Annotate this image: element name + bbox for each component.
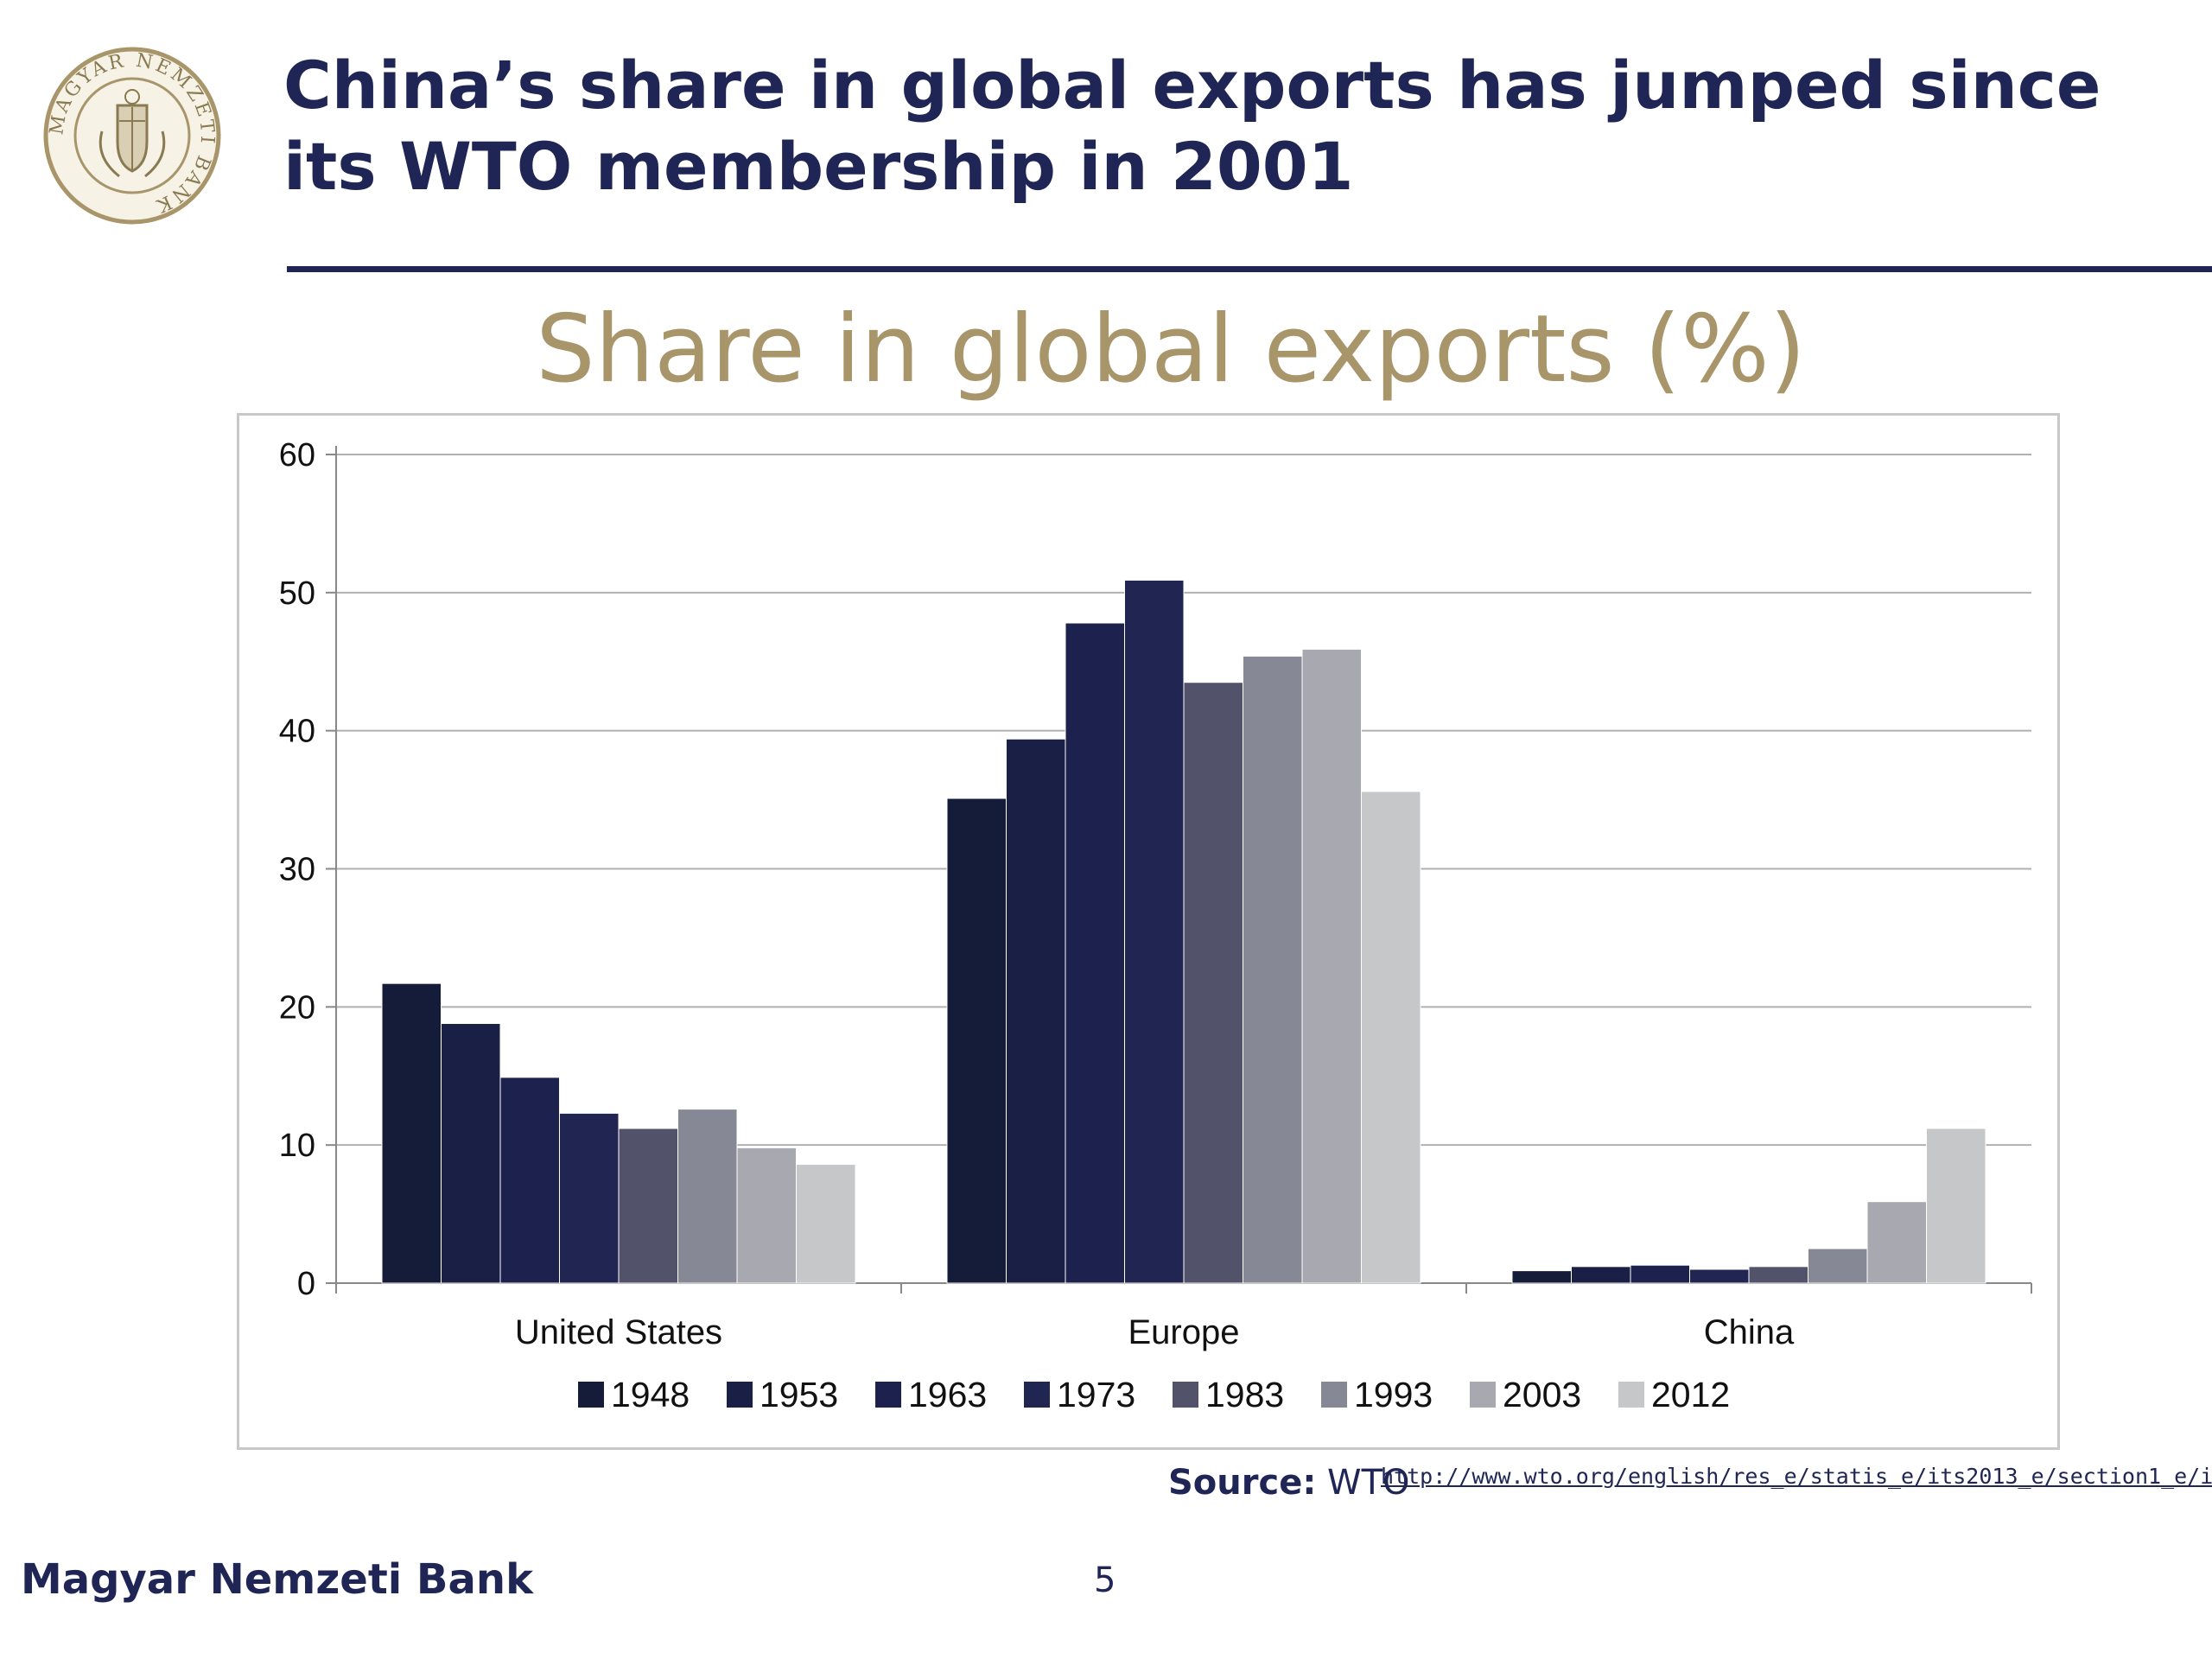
legend-swatch: [1024, 1382, 1050, 1408]
legend-swatch: [727, 1382, 753, 1408]
bar-1983-united-states: [618, 1128, 678, 1284]
legend-label: 1963: [908, 1375, 987, 1414]
bar-2012-united-states: [796, 1164, 856, 1284]
x-category-label: Europe: [1128, 1313, 1240, 1351]
bar-chart: 0 10 20 30 40 50 60 United States Europe China 194…: [279, 437, 2032, 1414]
legend-label: 2003: [1503, 1375, 1581, 1414]
bar-1963-china: [1630, 1264, 1690, 1284]
bar-1948-europe: [946, 798, 1007, 1284]
legend-swatch: [1618, 1382, 1644, 1408]
legend-label: 1953: [760, 1375, 838, 1414]
page-number: 5: [1094, 1560, 1116, 1600]
source-link[interactable]: http://www.wto.org/english/res_e/statis_…: [1381, 1464, 2212, 1489]
legend-swatch: [1173, 1382, 1198, 1408]
bar-1993-europe: [1243, 655, 1303, 1284]
legend-swatch: [1470, 1382, 1496, 1408]
bar-2003-europe: [1301, 648, 1362, 1284]
legend-label: 2012: [1651, 1375, 1730, 1414]
bar-1963-united-states: [499, 1077, 560, 1284]
bar-1993-united-states: [677, 1109, 738, 1284]
legend-swatch: [578, 1382, 604, 1408]
bank-logo: MAGYAR NEMZETI BANK: [41, 45, 223, 226]
title-divider: [287, 266, 2212, 272]
footer-bank-name: Magyar Nemzeti Bank: [21, 1555, 533, 1604]
source-name: WTO: [1327, 1463, 1410, 1503]
bar-1973-europe: [1124, 579, 1185, 1284]
bank-seal-icon: MAGYAR NEMZETI BANK: [43, 47, 221, 225]
bar-2003-united-states: [736, 1147, 797, 1284]
bar-1963-europe: [1065, 622, 1125, 1284]
bar-1948-china: [1511, 1270, 1572, 1284]
y-tick-label: 50: [279, 575, 315, 612]
y-tick-label: 20: [279, 989, 315, 1026]
legend-label: 1983: [1205, 1375, 1284, 1414]
source-note: Source: WTO: [1168, 1459, 1410, 1507]
bar-1948-united-states: [381, 982, 442, 1284]
bar-1953-europe: [1006, 738, 1066, 1284]
chart-frame: 0 10 20 30 40 50 60 United States Europe China 194…: [237, 413, 2060, 1450]
bar-1973-united-states: [559, 1112, 620, 1284]
slide-title-line-1: China’s share in global exports has jump…: [283, 47, 2101, 124]
bar-1993-china: [1808, 1248, 1868, 1284]
bar-1953-china: [1571, 1266, 1631, 1284]
x-category-label: United States: [515, 1313, 722, 1351]
bar-2012-europe: [1361, 791, 1421, 1284]
y-tick-label: 40: [279, 714, 315, 750]
y-tick-label: 60: [279, 437, 315, 474]
legend-label: 1973: [1057, 1375, 1135, 1414]
legend-label: 1993: [1354, 1375, 1433, 1414]
y-tick-label: 0: [297, 1266, 315, 1302]
slide-title-line-2: its WTO membership in 2001: [283, 128, 1354, 205]
x-category-label: China: [1704, 1313, 1795, 1351]
legend-label: 1948: [611, 1375, 690, 1414]
y-tick-label: 30: [279, 852, 315, 888]
legend-swatch: [1321, 1382, 1347, 1408]
legend-swatch: [875, 1382, 901, 1408]
bar-2012-china: [1926, 1128, 1986, 1284]
slide-title: China’s share in global exports has jump…: [283, 45, 2141, 207]
y-tick-label: 10: [279, 1128, 315, 1164]
bar-1953-united-states: [441, 1023, 501, 1284]
bar-2003-china: [1866, 1201, 1927, 1284]
bar-1983-china: [1748, 1266, 1808, 1284]
bar-1973-china: [1689, 1268, 1750, 1284]
chart-title: Share in global exports (%): [536, 296, 1806, 404]
source-label: Source:: [1168, 1463, 1317, 1503]
bar-1983-europe: [1183, 682, 1243, 1284]
